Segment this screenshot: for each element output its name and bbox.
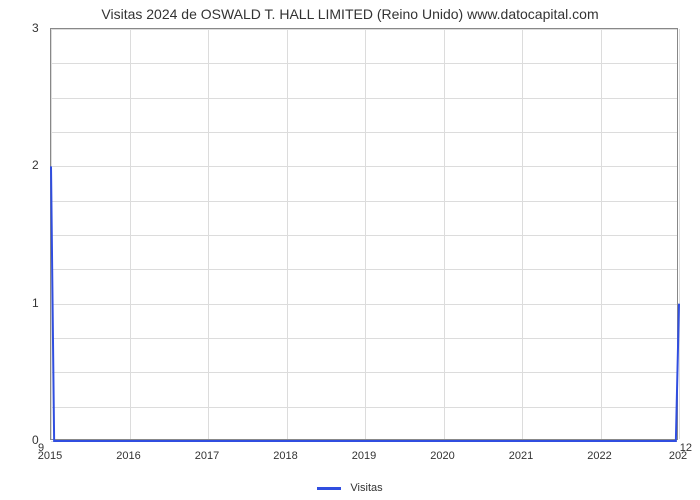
legend-swatch (317, 487, 341, 490)
legend: Visitas (0, 482, 700, 494)
x-tick-label: 2019 (352, 450, 376, 462)
chart-container: Visitas 2024 de OSWALD T. HALL LIMITED (… (0, 0, 700, 500)
y-tick-label: 2 (32, 158, 39, 172)
y-tick-label: 3 (32, 21, 39, 35)
data-line (51, 29, 677, 439)
chart-title: Visitas 2024 de OSWALD T. HALL LIMITED (… (0, 6, 700, 22)
x-tick-label: 2016 (116, 450, 140, 462)
x-tick-label: 2018 (273, 450, 297, 462)
x-tick-label: 2020 (430, 450, 454, 462)
legend-label: Visitas (350, 482, 382, 494)
x-tick-label: 2021 (509, 450, 533, 462)
plot-area (50, 28, 678, 440)
x-last-label: 12 (680, 442, 692, 454)
x-tick-label: 2022 (587, 450, 611, 462)
y-tick-label: 1 (32, 296, 39, 310)
x-tick-label: 2017 (195, 450, 219, 462)
x-first-label: 9 (38, 442, 44, 454)
